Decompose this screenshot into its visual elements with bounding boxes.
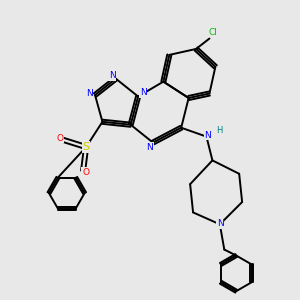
Text: N: N (140, 88, 147, 98)
Text: Cl: Cl (208, 28, 217, 37)
Text: H: H (216, 126, 222, 135)
Text: N: N (205, 130, 211, 140)
Text: O: O (82, 168, 89, 177)
Text: O: O (56, 134, 63, 142)
Text: N: N (217, 219, 224, 228)
Text: N: N (86, 89, 92, 98)
Text: S: S (82, 142, 90, 152)
Text: N: N (147, 143, 153, 152)
Text: N: N (109, 71, 116, 80)
